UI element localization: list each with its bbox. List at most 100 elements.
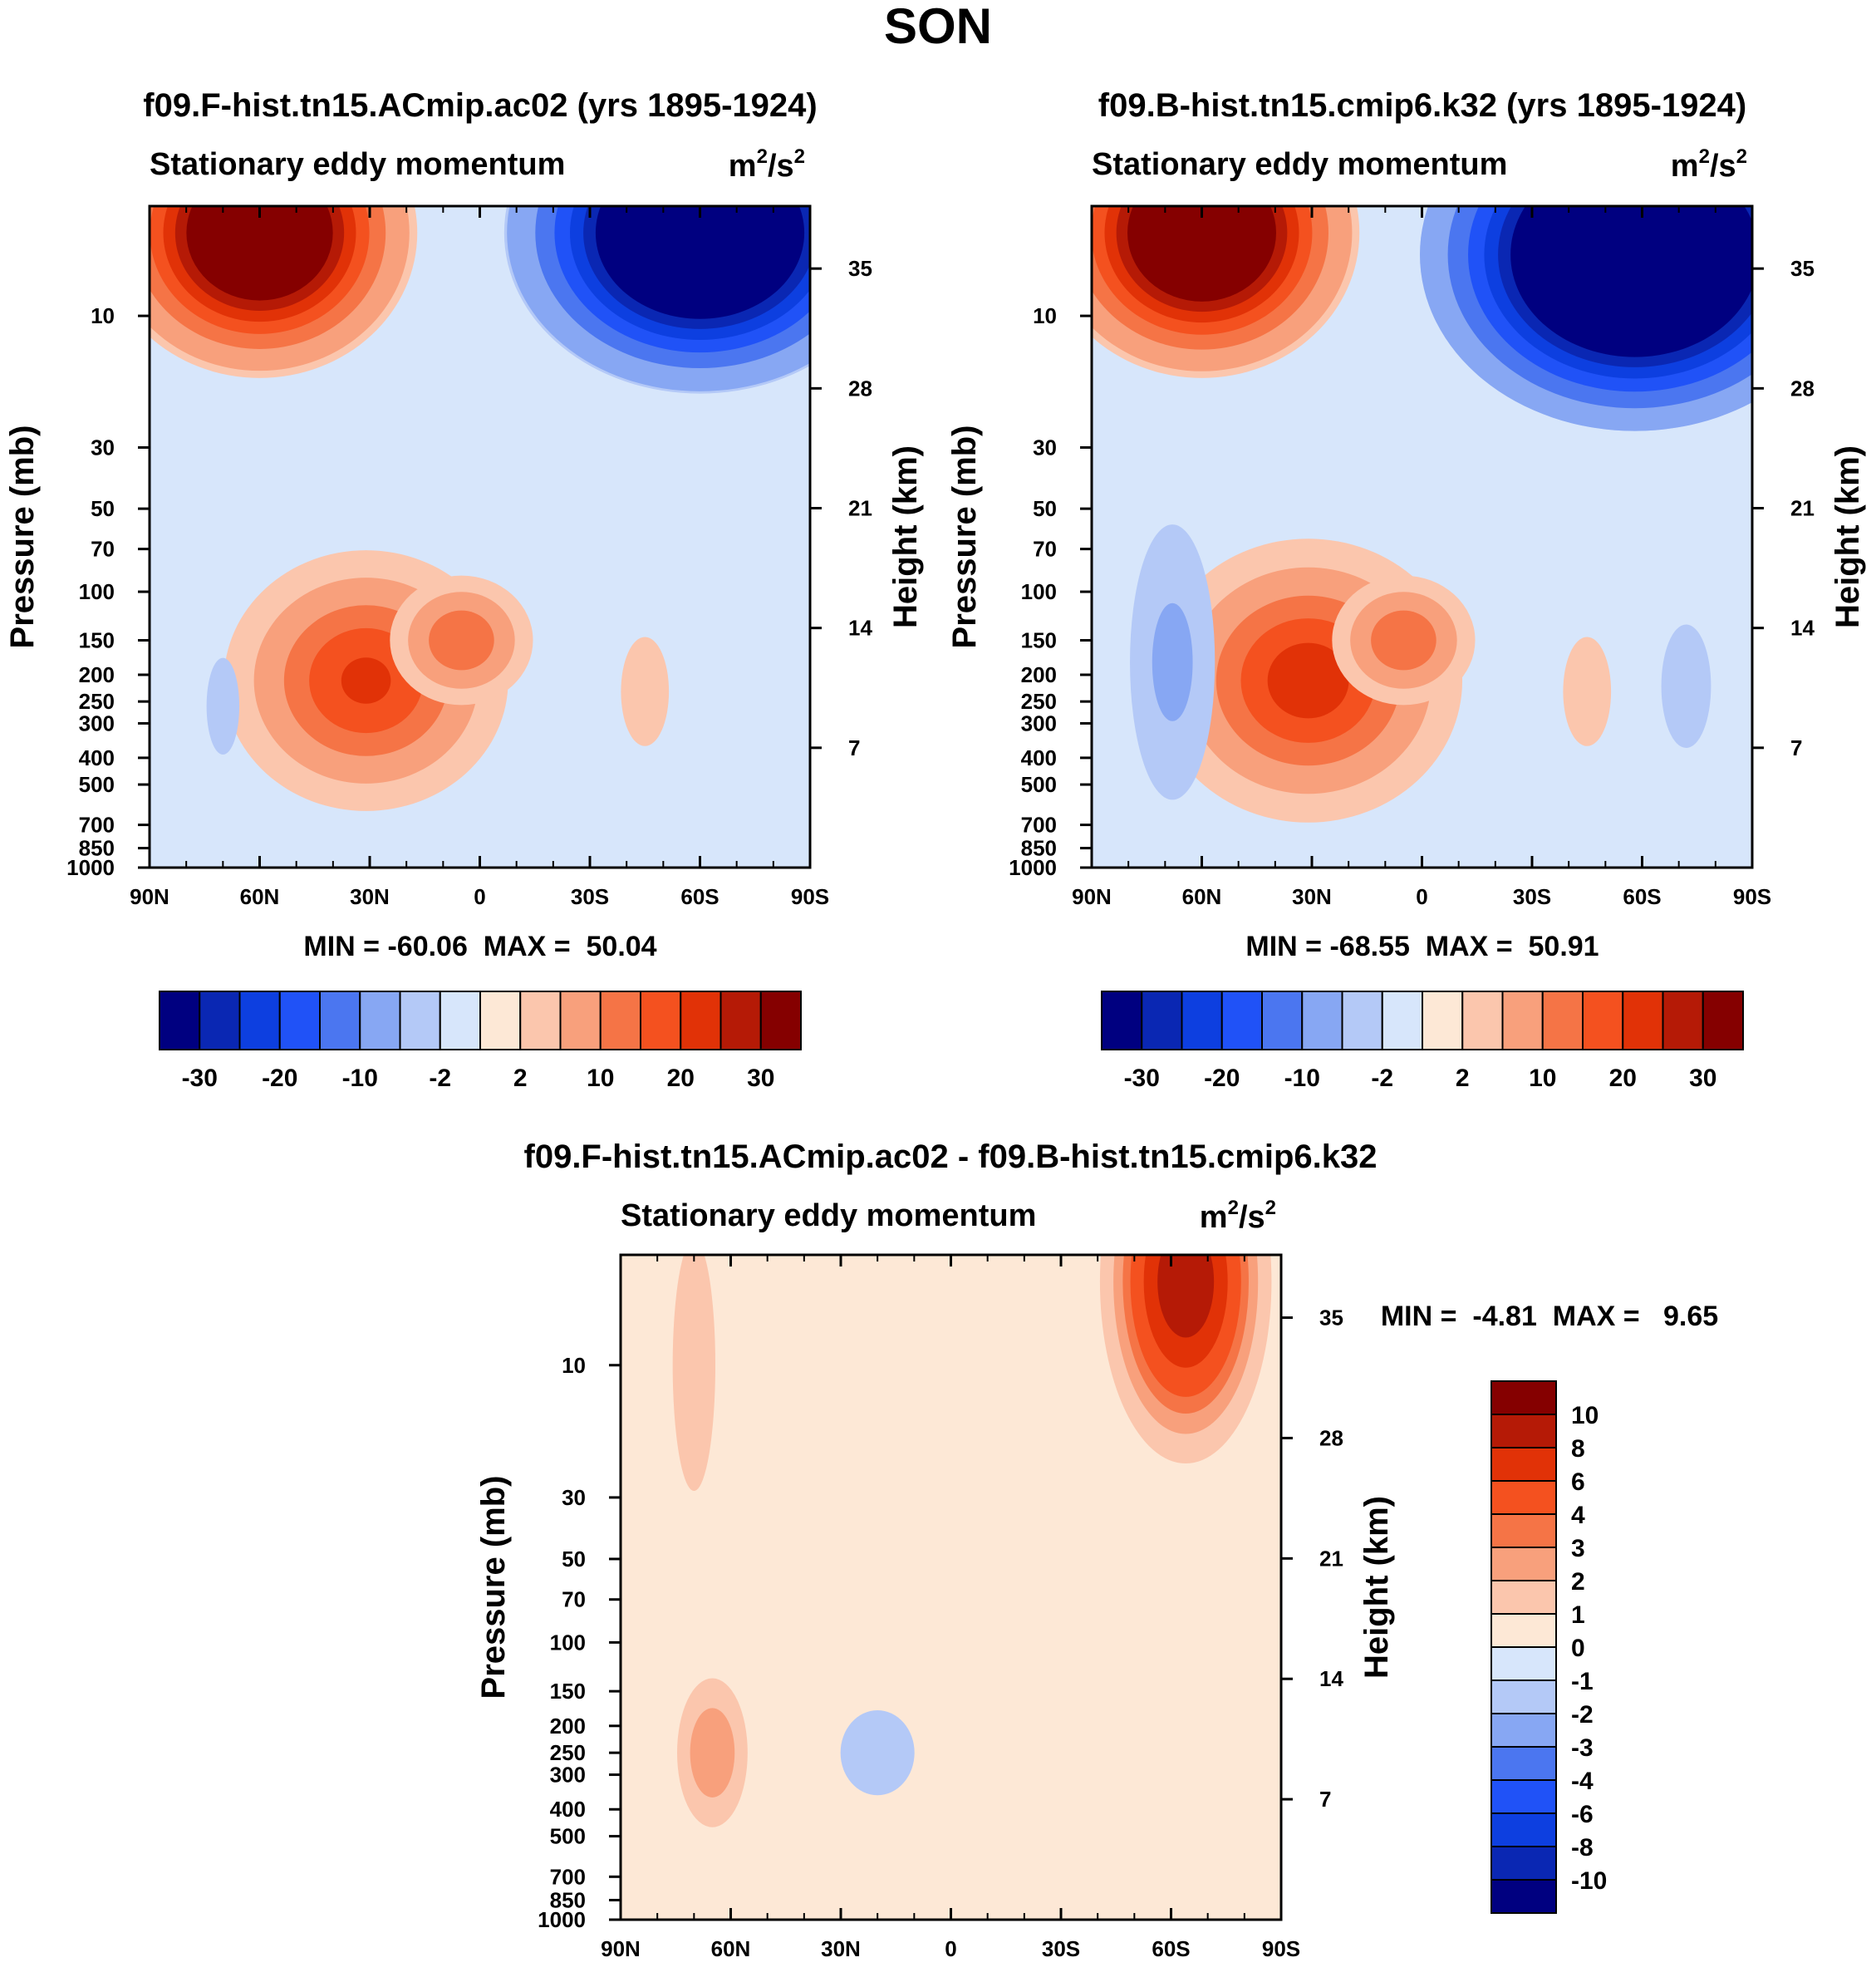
units-label: m2/s2 bbox=[1671, 145, 1747, 184]
x-tick-label: 60N bbox=[711, 1936, 751, 1961]
panel-title: f09.F-hist.tn15.ACmip.ac02 - f09.B-hist.… bbox=[524, 1139, 1378, 1175]
contour-feature bbox=[677, 1678, 748, 1827]
x-tick-label: 0 bbox=[1416, 884, 1427, 909]
min-max-label: MIN = -4.81 MAX = 9.65 bbox=[1381, 1301, 1718, 1332]
figure-title: SON bbox=[884, 0, 992, 54]
panel-title: f09.B-hist.tn15.cmip6.k32 (yrs 1895-1924… bbox=[1098, 87, 1746, 124]
contour-feature bbox=[1092, 206, 1360, 378]
colorbar-box bbox=[1490, 1680, 1557, 1714]
y-tick-label: 300 bbox=[79, 711, 115, 735]
contour-feature bbox=[840, 1710, 915, 1796]
colorbar-box bbox=[1490, 1513, 1557, 1548]
x-tick-label: 60N bbox=[240, 884, 280, 909]
colorbar-box bbox=[359, 991, 401, 1050]
units-mid: /s bbox=[1710, 149, 1736, 184]
y-tick-label: 50 bbox=[562, 1547, 586, 1571]
contour-band bbox=[621, 637, 670, 746]
colorbar-box bbox=[1501, 991, 1544, 1050]
y-right-tick-label: 14 bbox=[1790, 616, 1815, 641]
y-tick-label: 70 bbox=[1033, 537, 1057, 562]
colorbar-label: -1 bbox=[1571, 1668, 1594, 1695]
y-right-tick-label: 35 bbox=[1790, 256, 1815, 281]
colorbar-box bbox=[199, 991, 241, 1050]
y-tick-label: 10 bbox=[91, 303, 115, 328]
colorbar-box bbox=[1490, 1846, 1557, 1881]
colorbar-label: 2 bbox=[1456, 1065, 1470, 1092]
colorbar-box bbox=[1490, 1380, 1557, 1415]
contour-feature bbox=[503, 206, 810, 394]
contour-feature bbox=[1099, 1255, 1272, 1463]
colorbar-box bbox=[1662, 991, 1704, 1050]
y-tick-label: 500 bbox=[1021, 772, 1057, 797]
colorbar-box bbox=[1490, 1414, 1557, 1448]
colorbar-box bbox=[1490, 1713, 1557, 1748]
colorbar-label: -2 bbox=[1571, 1701, 1594, 1729]
units-base: m bbox=[1671, 149, 1699, 184]
colorbar-label: -3 bbox=[1571, 1734, 1594, 1762]
colorbar-box bbox=[1490, 1447, 1557, 1482]
units-exp: 2 bbox=[1699, 145, 1710, 168]
colorbar-box bbox=[278, 991, 321, 1050]
colorbar-box bbox=[1490, 1480, 1557, 1515]
contour-band bbox=[1152, 602, 1193, 721]
contour-band bbox=[1267, 642, 1349, 719]
panel-title: f09.F-hist.tn15.ACmip.ac02 (yrs 1895-192… bbox=[143, 87, 817, 124]
colorbar-box bbox=[1381, 991, 1423, 1050]
contour-feature bbox=[1563, 637, 1612, 746]
y-right-tick-label: 35 bbox=[1319, 1306, 1343, 1330]
contour-band bbox=[1371, 610, 1436, 671]
colorbar-box bbox=[1490, 1613, 1557, 1648]
colorbar-box bbox=[1490, 1646, 1557, 1681]
colorbar-label: -2 bbox=[429, 1065, 451, 1092]
panel-stationary-eddy-b-hist: 90N 60N 30N 0 30S 60S 90S103050701001502002503… bbox=[946, 87, 1866, 962]
y-tick-label: 30 bbox=[562, 1485, 586, 1510]
y-tick-label: 50 bbox=[1033, 496, 1057, 521]
y-right-tick-label: 21 bbox=[1790, 496, 1815, 521]
colorbar-box bbox=[519, 991, 562, 1050]
colorbar-label: 30 bbox=[1689, 1065, 1716, 1092]
x-tick-label: 60S bbox=[680, 884, 719, 909]
min-max-label: MIN = -68.55 MAX = 50.91 bbox=[1245, 931, 1599, 962]
contour-band bbox=[341, 657, 391, 704]
y-tick-label: 300 bbox=[1021, 711, 1057, 735]
colorbar-box bbox=[1622, 991, 1664, 1050]
colorbar-label: 4 bbox=[1571, 1502, 1585, 1529]
y-right-tick-label: 7 bbox=[1790, 735, 1802, 760]
y-tick-label: 300 bbox=[550, 1763, 586, 1788]
x-tick-label: 30N bbox=[350, 884, 390, 909]
y-tick-label: 30 bbox=[1033, 435, 1057, 460]
y-axis-label: Pressure (mb) bbox=[946, 425, 983, 649]
colorbar-label: -30 bbox=[182, 1065, 218, 1092]
colorbar-label: 10 bbox=[587, 1065, 614, 1092]
colorbar-box bbox=[479, 991, 522, 1050]
panel-subtitle: Stationary eddy momentum bbox=[150, 147, 565, 182]
y-tick-label: 200 bbox=[79, 662, 115, 687]
units-exp: 2 bbox=[1228, 1197, 1239, 1219]
colorbar-label: -30 bbox=[1124, 1065, 1160, 1092]
colorbar-label: -20 bbox=[1204, 1065, 1240, 1092]
y-axis-label-right: Height (km) bbox=[1358, 1496, 1395, 1679]
y-tick-label: 850 bbox=[79, 836, 115, 861]
colorbar-box bbox=[159, 991, 201, 1050]
x-tick-label: 30S bbox=[1513, 884, 1551, 909]
x-tick-label: 0 bbox=[474, 884, 485, 909]
y-tick-label: 100 bbox=[1021, 579, 1057, 604]
x-tick-label: 30N bbox=[821, 1936, 861, 1961]
units-mid: /s bbox=[1239, 1200, 1265, 1235]
contour-feature bbox=[1661, 624, 1711, 748]
colorbar-box bbox=[680, 991, 722, 1050]
y-tick-label: 50 bbox=[91, 496, 115, 521]
contour-band bbox=[1661, 624, 1711, 748]
y-right-tick-label: 21 bbox=[848, 496, 872, 521]
y-right-tick-label: 28 bbox=[848, 376, 872, 401]
y-right-tick-label: 7 bbox=[1319, 1787, 1331, 1812]
y-tick-label: 250 bbox=[79, 689, 115, 714]
colorbar-box bbox=[1490, 1746, 1557, 1781]
colorbar-label: 1 bbox=[1571, 1601, 1585, 1629]
units-exp: 2 bbox=[1736, 145, 1747, 168]
colorbar-label: 6 bbox=[1571, 1468, 1585, 1496]
y-tick-label: 250 bbox=[1021, 689, 1057, 714]
colorbar-box bbox=[399, 991, 441, 1050]
y-right-tick-label: 14 bbox=[1319, 1666, 1343, 1691]
